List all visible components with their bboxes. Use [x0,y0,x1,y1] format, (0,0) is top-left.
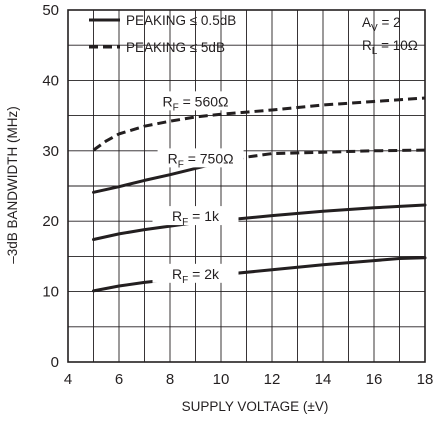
x-tick-label: 14 [315,371,332,388]
y-tick-label: 30 [42,143,59,160]
x-tick-label: 4 [64,371,72,388]
curve-label: RF = 1k [172,208,220,228]
x-tick-label: 12 [264,371,281,388]
legend-label: PEAKING ≤ 0.5dB [126,13,236,28]
x-tick-label: 10 [213,371,230,388]
x-tick-label: 6 [115,371,123,388]
curve-label: RF = 750Ω [168,150,234,170]
condition-label: RL = 10Ω [362,38,418,57]
y-axis-title: –3dB BANDWIDTH (MHz) [5,106,20,264]
series-line-1-dashed [92,96,426,152]
curve-label: RF = 560Ω [162,93,228,113]
y-tick-label: 0 [51,354,59,371]
x-axis-title: SUPPLY VOLTAGE (±V) [182,399,329,414]
legend-label: PEAKING ≤ 5dB [126,40,225,55]
x-tick-label: 18 [417,371,434,388]
curve-label-background [157,148,244,168]
y-tick-label: 50 [42,2,59,19]
tick-labels: 4 6 8 10 12 14 16 18 0 10 20 30 40 50 [42,2,433,388]
y-tick-label: 20 [42,213,59,230]
curve-label-background [152,263,239,283]
curve-label-background [152,91,239,111]
x-tick-label: 8 [166,371,174,388]
curve-label-background [152,206,239,226]
x-tick-label: 16 [366,371,383,388]
legend: PEAKING ≤ 0.5dB PEAKING ≤ 5dB [89,13,236,55]
condition-label: AV = 2 [362,15,401,34]
curve-label: RF = 2k [172,266,220,286]
test-conditions: AV = 2 RL = 10Ω [362,15,418,57]
curve-labels: RF = 560Ω RF = 750Ω RF = 1k RF = 2k [152,91,244,286]
y-tick-label: 40 [42,72,59,89]
y-tick-label: 10 [42,284,59,301]
plot-frame [67,9,426,363]
